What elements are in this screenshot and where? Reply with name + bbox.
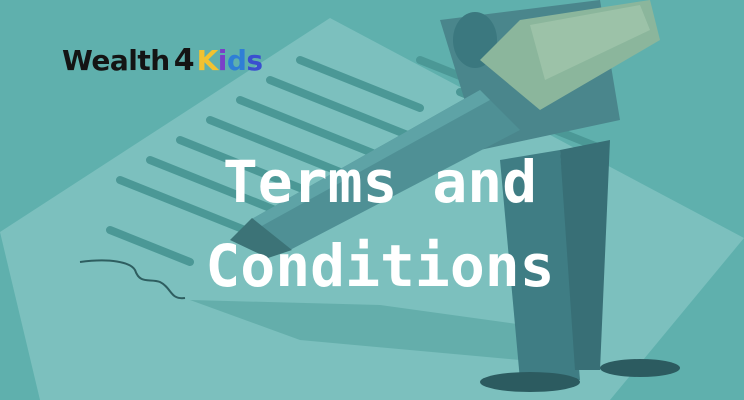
page-title-line2: Conditions	[205, 232, 555, 300]
page-title: Terms and Conditions	[150, 140, 610, 308]
person-shoe	[480, 372, 580, 392]
logo-kids-letter: d	[226, 43, 247, 77]
logo-wealth-text: Wealth	[62, 43, 170, 77]
logo-kids-text: Kids	[196, 43, 264, 77]
pen-nib	[230, 218, 292, 258]
signature-scribble	[79, 259, 186, 300]
page-title-line1: Terms and	[222, 148, 538, 216]
logo-kids-letter: K	[196, 43, 219, 77]
logo-four-text: 4	[173, 42, 195, 78]
logo-kids-letter: i	[217, 43, 228, 77]
logo-kids-letter: s	[246, 43, 263, 77]
wealth4kids-logo[interactable]: Wealth 4 Kids	[62, 40, 263, 80]
pen-body	[250, 90, 520, 250]
person-legs	[500, 150, 580, 380]
